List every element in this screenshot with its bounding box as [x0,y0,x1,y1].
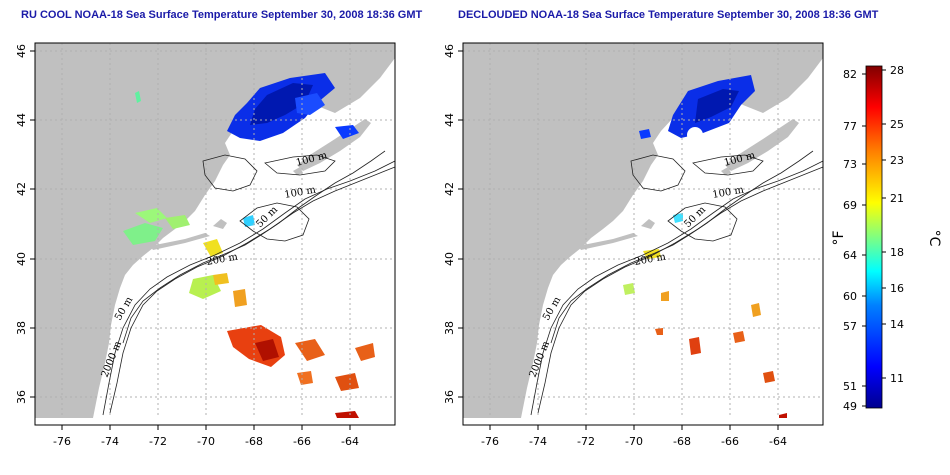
y-tick: 38 [443,321,456,335]
x-tick: -68 [245,435,263,448]
y-tick: 40 [443,252,456,266]
f-tick: 57 [843,320,857,333]
f-tick: 77 [843,120,857,133]
sst-patches-warm [123,91,375,418]
f-tick: 51 [843,380,857,393]
y-axis-ticks-right: 36 38 40 42 44 46 [443,44,456,404]
fahrenheit-label: °F [831,230,847,245]
x-tick: -64 [341,435,359,448]
c-tick: 16 [890,282,904,295]
x-tick: -70 [197,435,215,448]
f-tick: 64 [843,249,857,262]
x-tick: -74 [529,435,547,448]
x-tick: -66 [721,435,739,448]
f-tick: 49 [843,400,857,413]
c-tick: 14 [890,318,904,331]
c-tick: 28 [890,64,904,77]
y-tick: 46 [443,44,456,58]
f-tick: 69 [843,199,857,212]
sst-patches-cold [639,75,755,143]
c-tick: 18 [890,246,904,259]
x-tick: -72 [577,435,595,448]
y-axis-ticks-left: 36 38 40 42 44 46 [15,44,28,404]
x-axis-ticks-left: -76 -74 -72 -70 -68 -66 -64 [53,435,359,448]
x-tick: -68 [673,435,691,448]
y-tick: 44 [15,113,28,127]
y-tick: 38 [15,321,28,335]
c-tick: 23 [890,154,904,167]
y-tick: 40 [15,252,28,266]
panel-left-title: RU COOL NOAA-18 Sea Surface Temperature … [21,9,423,21]
panel-right-title: DECLOUDED NOAA-18 Sea Surface Temperatur… [458,9,879,21]
y-tick: 44 [443,113,456,127]
f-tick: 60 [843,290,857,303]
c-tick: 11 [890,372,904,385]
celsius-ticks: 28 25 23 21 18 16 14 11 [890,64,904,385]
y-tick: 42 [443,182,456,196]
x-tick: -64 [769,435,787,448]
c-tick: 25 [890,118,904,131]
c-tick: 21 [890,192,904,205]
y-tick: 42 [15,182,28,196]
x-tick: -70 [625,435,643,448]
f-tick: 82 [843,68,857,81]
celsius-label: °C [926,230,942,247]
map-panel-left: -76 -74 -72 -70 -68 -66 -64 36 38 40 42 … [15,42,396,448]
fahrenheit-ticks: 82 77 73 69 64 60 57 51 49 [843,68,857,413]
x-tick: -76 [53,435,71,448]
temperature-colorbar: 82 77 73 69 64 60 57 51 49 28 25 23 21 1… [831,64,942,413]
x-tick: -74 [101,435,119,448]
x-axis-ticks-right: -76 -74 -72 -70 -68 -66 -64 [481,435,787,448]
y-tick: 46 [15,44,28,58]
f-tick: 73 [843,158,857,171]
x-tick: -72 [149,435,167,448]
y-tick: 36 [15,390,28,404]
y-tick: 36 [443,390,456,404]
map-panel-right: -76 -74 -72 -70 -68 -66 -64 36 38 40 42 … [443,42,824,448]
x-tick: -76 [481,435,499,448]
x-tick: -66 [293,435,311,448]
